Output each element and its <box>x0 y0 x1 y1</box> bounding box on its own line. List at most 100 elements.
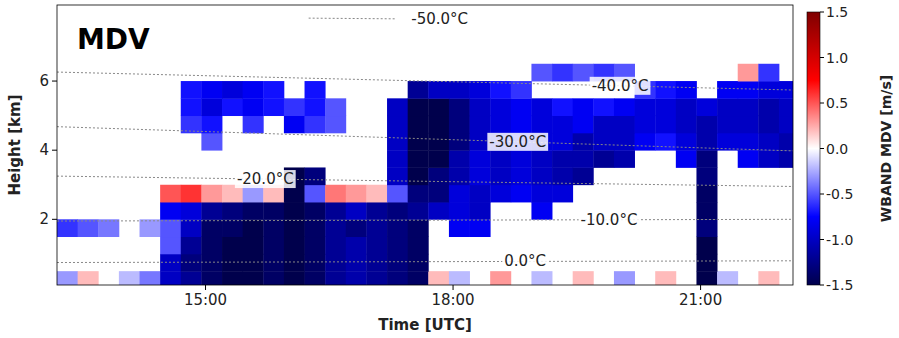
title: MDV <box>77 23 150 56</box>
cell <box>449 116 470 134</box>
cell <box>181 81 202 99</box>
x-tick <box>700 285 701 290</box>
y-tick-label: 4 <box>39 141 49 159</box>
x-tick <box>205 285 206 290</box>
cell <box>470 185 491 203</box>
cell <box>284 219 305 237</box>
isotherm-label: -50.0°C <box>411 10 468 28</box>
cell <box>408 254 429 272</box>
y-tick <box>52 219 57 220</box>
cell <box>119 271 140 285</box>
cell <box>428 133 449 151</box>
cell <box>758 271 779 285</box>
cell <box>449 219 470 237</box>
cell <box>408 150 429 168</box>
cell <box>696 271 717 285</box>
cell <box>243 98 264 116</box>
cell <box>263 98 284 116</box>
x-tick-label: 21:00 <box>679 291 722 309</box>
isotherm-line <box>57 127 793 151</box>
cell <box>593 150 614 168</box>
cell <box>140 271 161 285</box>
colorbar-tick-label: 0.0 <box>826 141 848 157</box>
cell <box>490 81 511 99</box>
isotherm-line <box>57 219 793 221</box>
cell <box>78 271 99 285</box>
cell <box>696 185 717 203</box>
cell <box>655 116 676 134</box>
isotherm-label-group: 0.0°C <box>502 252 548 270</box>
cell <box>222 271 243 285</box>
cell <box>758 116 779 134</box>
cell <box>263 237 284 255</box>
cell <box>449 150 470 168</box>
cell <box>346 219 367 237</box>
cell <box>243 237 264 255</box>
cell <box>552 167 573 185</box>
cell <box>387 133 408 151</box>
cell <box>181 98 202 116</box>
cell <box>366 185 387 203</box>
cell <box>470 150 491 168</box>
cell <box>696 167 717 185</box>
cell <box>160 271 181 285</box>
cell <box>511 98 532 116</box>
y-tick-label: 2 <box>39 210 49 228</box>
cell <box>738 98 759 116</box>
cell <box>696 237 717 255</box>
plot-frame <box>57 5 793 285</box>
cell <box>387 150 408 168</box>
cell <box>552 98 573 116</box>
cell <box>181 237 202 255</box>
colorbar-tick <box>820 194 824 195</box>
cell <box>552 150 573 168</box>
cell <box>635 116 656 134</box>
cell <box>325 237 346 255</box>
cell <box>387 202 408 220</box>
cell <box>490 116 511 134</box>
cell <box>140 219 161 237</box>
cell <box>531 98 552 116</box>
cell <box>428 271 449 285</box>
cell <box>614 133 635 151</box>
cell <box>222 98 243 116</box>
colorbar-title: WBAND MDV [m/s] <box>878 75 894 222</box>
colorbar-tick-label: 1.5 <box>826 4 848 20</box>
cell <box>593 133 614 151</box>
cell <box>325 116 346 134</box>
cell <box>696 202 717 220</box>
cell <box>305 219 326 237</box>
colorbar-tick <box>820 103 824 104</box>
cell <box>160 185 181 203</box>
cell <box>181 254 202 272</box>
colorbar-tick <box>820 12 824 13</box>
isotherm-line <box>57 176 793 186</box>
isotherm-line <box>57 72 793 90</box>
label-patch <box>235 170 296 188</box>
cell <box>366 254 387 272</box>
cell <box>552 133 573 151</box>
cell <box>366 271 387 285</box>
title-patch <box>74 22 153 57</box>
cell <box>470 167 491 185</box>
cell <box>593 116 614 134</box>
colorbar-tick <box>820 239 824 240</box>
cell <box>78 219 99 237</box>
x-tick-label: 15:00 <box>184 291 227 309</box>
cell <box>243 271 264 285</box>
cell <box>387 219 408 237</box>
cell <box>284 98 305 116</box>
cell <box>408 167 429 185</box>
cell <box>305 202 326 220</box>
cell <box>222 237 243 255</box>
cell <box>346 185 367 203</box>
cell <box>696 98 717 116</box>
cell <box>717 116 738 134</box>
cell <box>387 185 408 203</box>
cell <box>160 219 181 237</box>
y-axis-title: Height [km] <box>6 95 24 196</box>
cell <box>201 202 222 220</box>
colorbar-tick-label: -1.0 <box>826 232 853 248</box>
y-tick <box>52 81 57 82</box>
x-tick <box>453 285 454 290</box>
